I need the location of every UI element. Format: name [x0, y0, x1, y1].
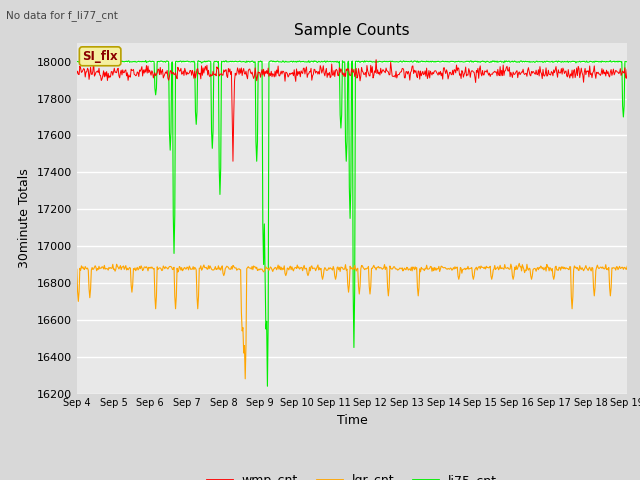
Y-axis label: 30minute Totals: 30minute Totals	[18, 168, 31, 268]
Title: Sample Counts: Sample Counts	[294, 23, 410, 38]
Text: No data for f_li77_cnt: No data for f_li77_cnt	[6, 10, 118, 21]
Legend: wmp_cnt, lgr_cnt, li75_cnt: wmp_cnt, lgr_cnt, li75_cnt	[202, 469, 502, 480]
Text: SI_flx: SI_flx	[83, 50, 118, 63]
X-axis label: Time: Time	[337, 414, 367, 427]
